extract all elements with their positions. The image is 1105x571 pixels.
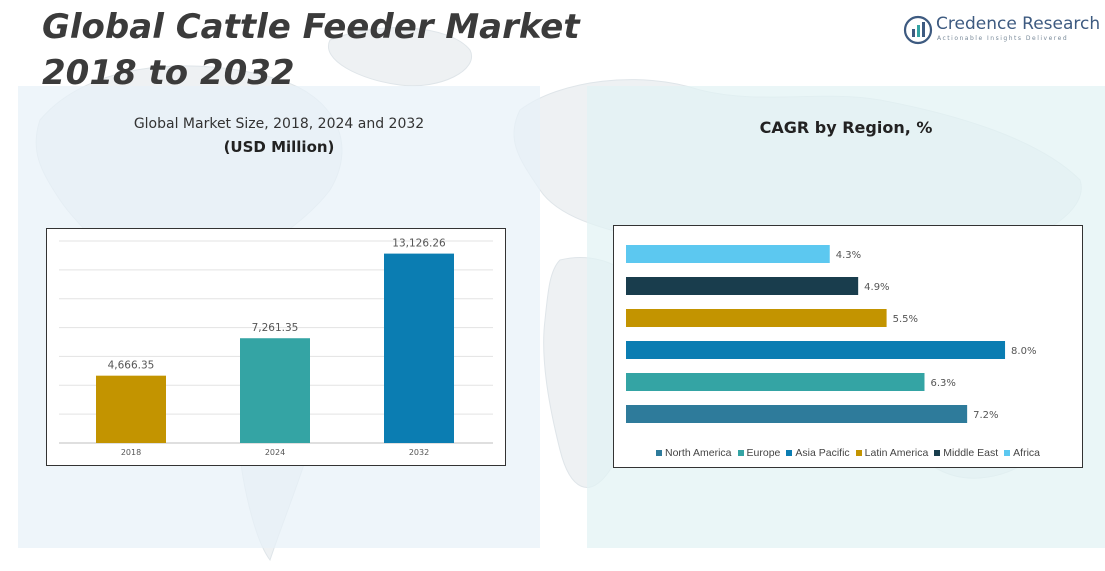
legend-item: Asia Pacific [786,447,850,459]
market-size-unit: (USD Million) [223,138,335,156]
legend-swatch [1004,450,1011,457]
bar-2018 [96,375,166,443]
bar-africa [626,245,830,263]
bar-asia-pacific [626,341,1006,359]
bar-latin-america [626,309,887,327]
bar-chart-logo-icon [903,15,933,45]
legend-item: North America [656,447,732,459]
bar-europe [626,373,925,391]
legend-label: Europe [746,447,781,459]
market-size-chart-svg: 4,666.35 2018 7,261.35 2024 13,126.26 2032 [59,238,493,457]
page-title: Global Cattle Feeder Market 2018 to 2032 [42,4,580,96]
cagr-title: CAGR by Region, % [759,118,933,137]
data-label-north-america: 7.2% [973,410,998,421]
x-tick-2024: 2024 [265,448,285,457]
x-tick-2018: 2018 [121,448,141,457]
cagr-chart-svg: 4.3% 4.9% 5.5% 8.0% 6.3% 7.2% [626,245,1036,423]
brand-logo: Credence Research Actionable Insights De… [903,12,1100,48]
legend-swatch [934,450,941,457]
data-label-2018: 4,666.35 [108,360,155,372]
data-label-africa: 4.3% [836,250,861,261]
data-label-2024: 7,261.35 [252,322,299,334]
legend-item: Middle East [934,447,998,459]
data-label-2032: 13,126.26 [392,238,446,250]
legend-label: North America [665,447,732,459]
data-label-asia-pacific: 8.0% [1011,346,1036,357]
market-size-subtitle: Global Market Size, 2018, 2024 and 2032 [133,116,425,132]
title-line-1: Global Cattle Feeder Market [42,7,580,47]
brand-name: Credence Research [936,14,1101,34]
legend-label: Latin America [864,447,929,459]
cagr-legend: North America Europe Asia Pacific Latin Ame… [614,447,1082,459]
data-label-middle-east: 4.9% [864,282,889,293]
legend-label: Middle East [943,447,999,459]
legend-swatch [737,450,744,457]
cagr-chart: 4.3% 4.9% 5.5% 8.0% 6.3% 7.2% North America Eu… [613,225,1083,468]
bar-2032 [384,253,454,443]
x-tick-2032: 2032 [409,448,429,457]
legend-swatch [656,450,662,457]
legend-swatch [786,450,793,457]
bar-2024 [240,338,310,443]
market-size-chart: 4,666.35 2018 7,261.35 2024 13,126.26 2032 [46,228,506,466]
legend-item: Europe [737,447,781,459]
legend-label: Africa [1013,447,1040,459]
data-label-europe: 6.3% [931,378,956,389]
legend-swatch [855,450,862,457]
legend-item: Latin America [855,447,929,459]
legend-label: Asia Pacific [795,447,850,459]
bar-middle-east [626,277,859,295]
legend-item: Africa [1004,447,1040,459]
bar-north-america [626,405,968,423]
brand-tagline: Actionable Insights Delivered [937,35,1069,42]
data-label-latin-america: 5.5% [893,314,918,325]
